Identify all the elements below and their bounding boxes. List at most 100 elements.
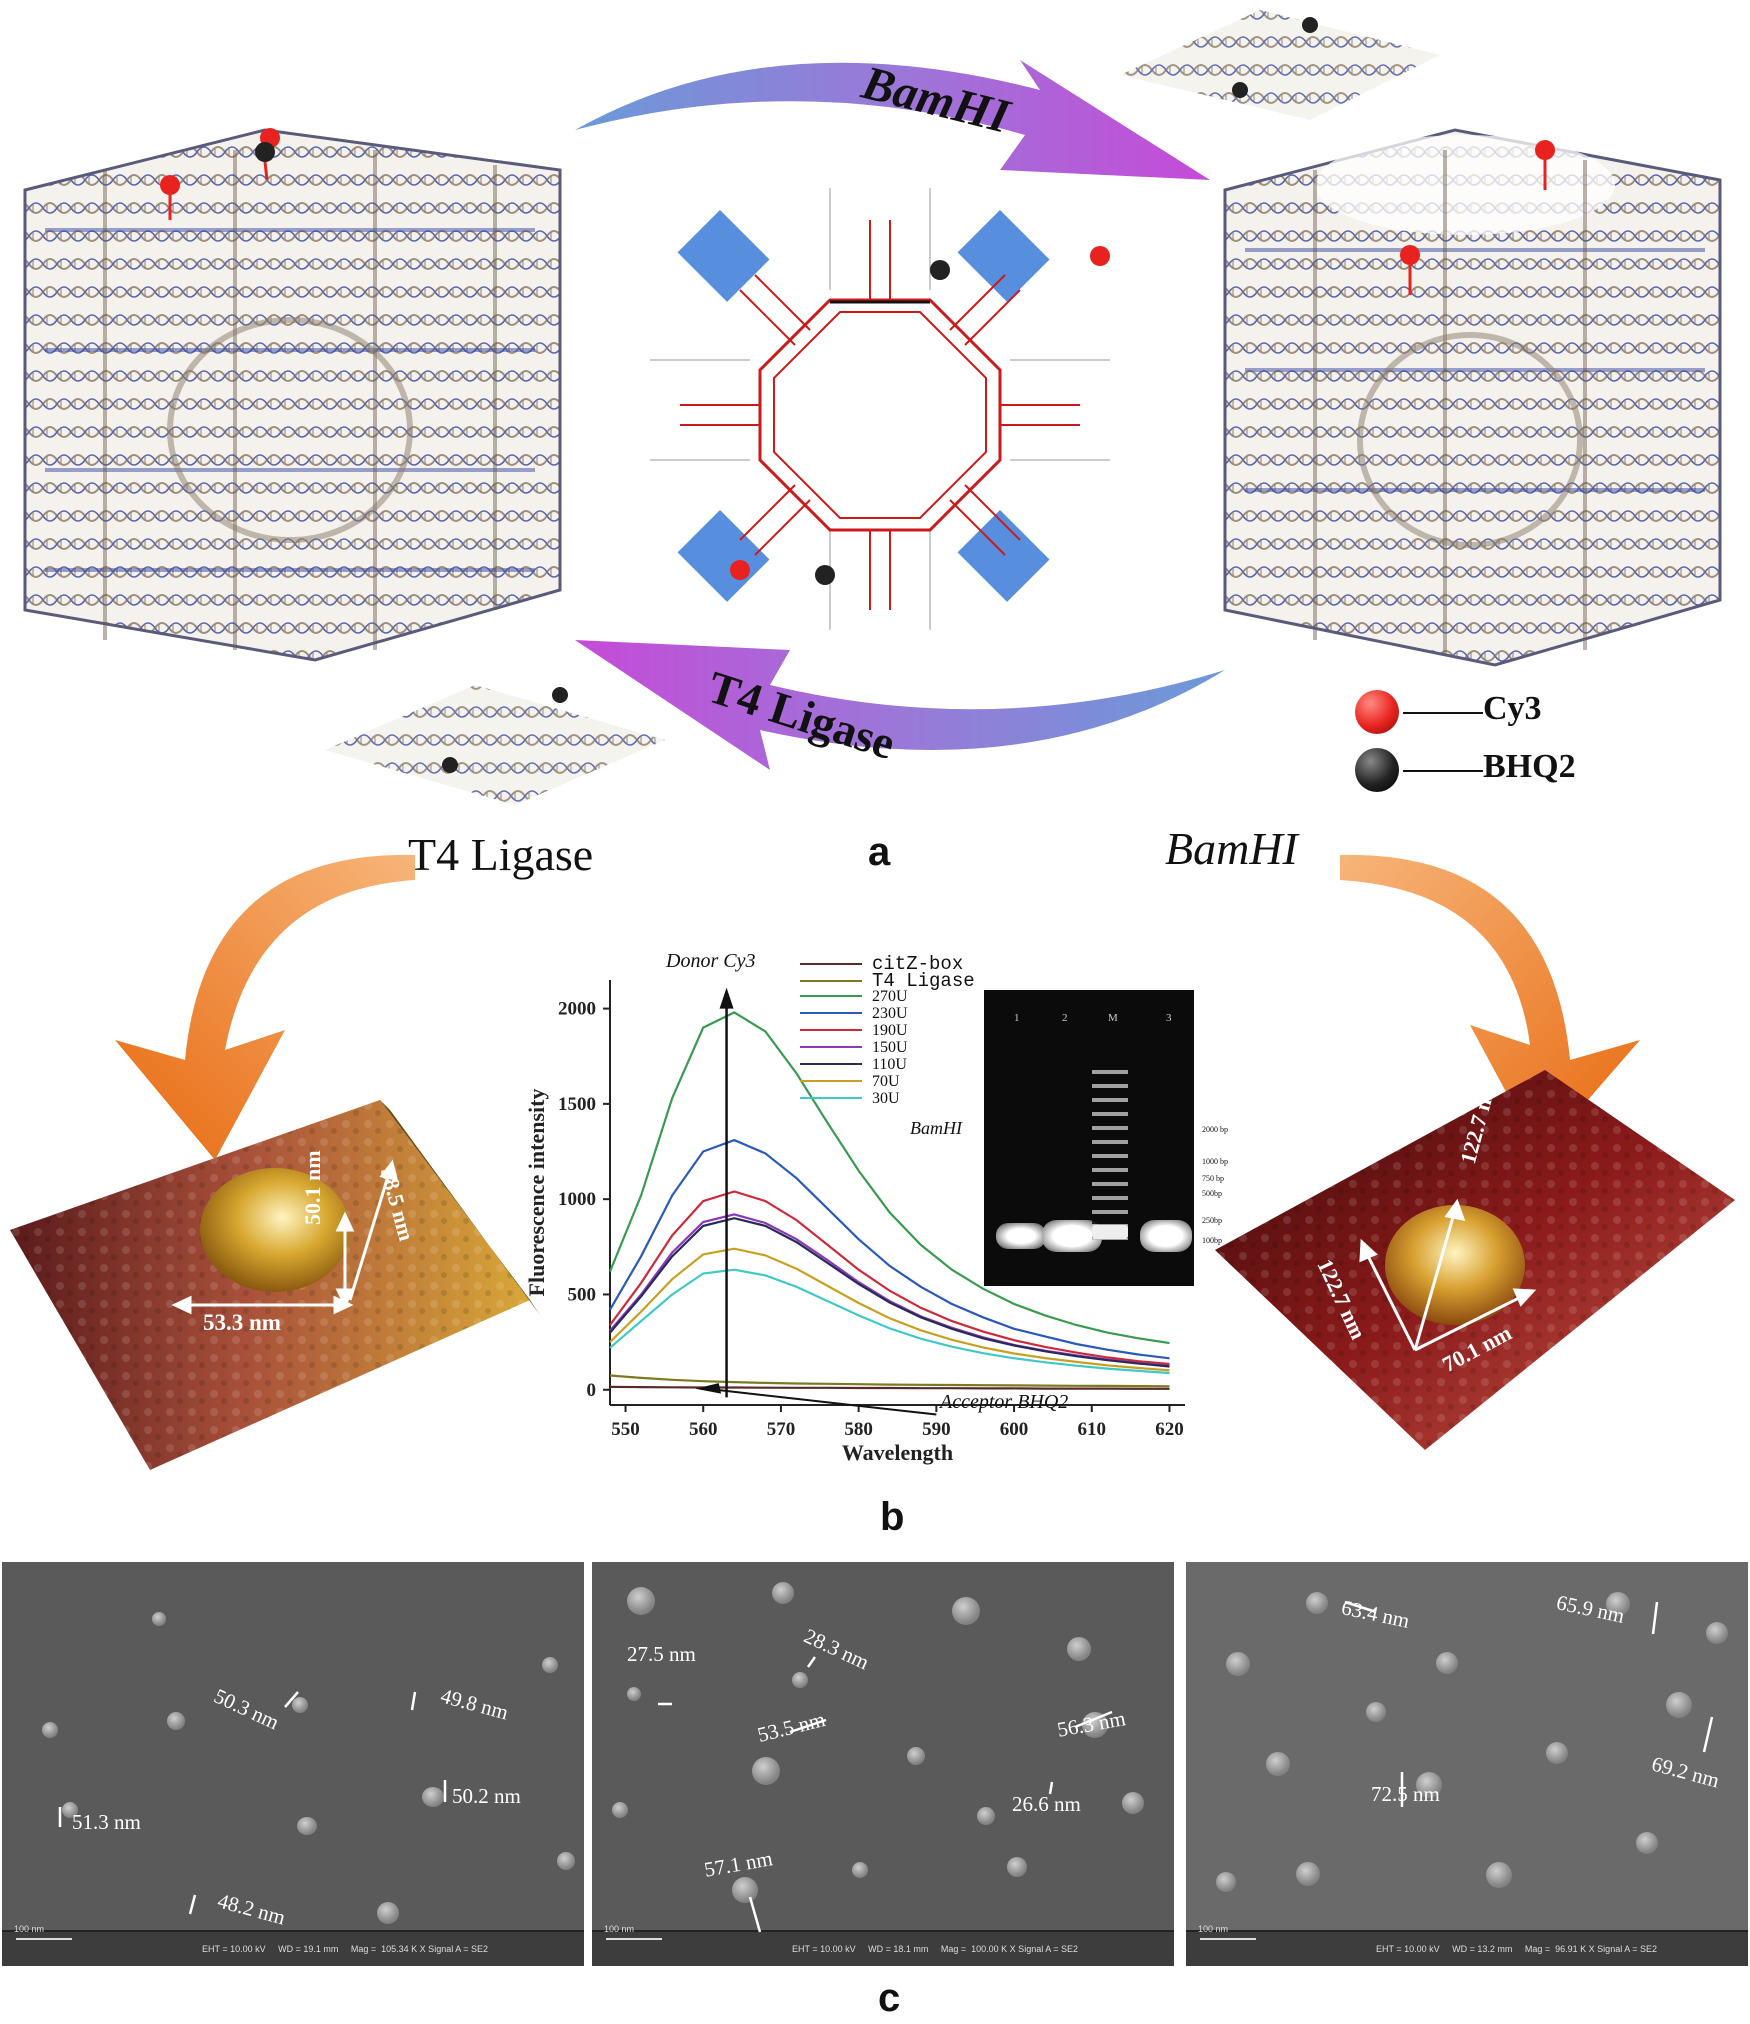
- octagon-schematic: [650, 188, 1110, 630]
- sem-measurement: 72.5 nm: [1371, 1782, 1440, 1806]
- legend-swatch: [800, 1063, 862, 1066]
- legend-label: 70U: [872, 1073, 900, 1090]
- series-line-230u: [609, 1138, 1170, 1360]
- y-tick-label: 2000: [558, 999, 596, 1020]
- afm-left-height: 50.1 nm: [300, 1150, 325, 1225]
- gel-marker: 500bp: [1202, 1189, 1222, 1198]
- legend-entry: 270U: [800, 987, 908, 1007]
- fluorescence-chart: 550 560 570 580 590 600 610 620 0 500 1000 1500 2000…: [524, 980, 1185, 1465]
- sem-measurement: 51.3 nm: [72, 1810, 141, 1834]
- gel-marker: 250bp: [1202, 1216, 1222, 1225]
- legend-cy3-label: Cy3: [1483, 690, 1542, 727]
- legend-cy3-dot: [1355, 690, 1399, 734]
- legend-entry: 30U: [800, 1089, 900, 1109]
- panel-c-letter: c: [878, 1976, 901, 2020]
- x-tick-label: 620: [1155, 1419, 1184, 1440]
- bamhi-arrow: [575, 60, 1210, 180]
- sem-info-bar: 100 nm EHT = 10.00 kV WD = 13.2 mm Mag =…: [1186, 1924, 1748, 1966]
- panel-a-letter: a: [868, 830, 891, 874]
- legend-cy3-line: [1403, 712, 1483, 714]
- acceptor-arrow-head: [695, 1383, 722, 1394]
- x-axis-label: Wavelength: [842, 1440, 953, 1465]
- legend-label: 190U: [872, 1022, 908, 1039]
- series-line-70u: [609, 1247, 1170, 1372]
- legend-swatch: [800, 963, 862, 966]
- legend-entry: 110U: [800, 1055, 907, 1075]
- released-fragment-bottom: [325, 685, 665, 805]
- x-tick-label: 590: [922, 1419, 951, 1440]
- series-line-citz-box: [609, 1385, 1170, 1390]
- sem-info-bar: 100 nm EHT = 10.00 kV WD = 19.1 mm Mag =…: [2, 1924, 584, 1966]
- x-tick-label: 570: [767, 1419, 796, 1440]
- legend-suffix: BamHI: [910, 1118, 962, 1138]
- y-axis-label: Fluorescence intensity: [524, 1089, 549, 1297]
- bhq2-marker: [255, 142, 275, 162]
- gel-lane-label: M: [1108, 1012, 1118, 1024]
- marker-legend: Cy3 BHQ2: [1355, 690, 1685, 800]
- legend-swatch: [800, 1080, 862, 1083]
- legend-bhq2-label: BHQ2: [1483, 748, 1576, 785]
- legend-swatch: [800, 995, 862, 998]
- afm-image-right: [1215, 1070, 1735, 1450]
- series-line-110u: [609, 1217, 1170, 1368]
- cy3-marker: [1535, 140, 1555, 160]
- sem-scale-bar: 100 nm: [604, 1924, 635, 1934]
- y-tick-label: 500: [568, 1284, 597, 1305]
- acceptor-label: Acceptor BHQ2: [940, 1391, 1069, 1413]
- y-tick-label: 1000: [558, 1189, 596, 1210]
- legend-swatch: [800, 1046, 862, 1049]
- legend-swatch: [800, 1029, 862, 1032]
- sem-measurement: 27.5 nm: [627, 1642, 696, 1666]
- series-line-t4-ligase: [609, 1374, 1170, 1388]
- legend-swatch: [800, 1012, 862, 1015]
- afm-image-left: [10, 1100, 540, 1470]
- acceptor-arrow: [707, 1387, 937, 1416]
- dna-cage-cleaved: [1223, 128, 1722, 667]
- gel-lane-label: 1: [1014, 1012, 1020, 1024]
- legend-label: 110U: [872, 1056, 907, 1073]
- afm-left-width: 53.3 nm: [203, 1310, 281, 1335]
- orange-arrow-right: [1340, 854, 1640, 1155]
- gel-band: [996, 1223, 1046, 1249]
- t4-ligase-arrow: [575, 640, 1225, 770]
- sem-measurement: 50.2 nm: [452, 1784, 521, 1808]
- series-line-30u: [609, 1268, 1170, 1375]
- right-enzyme-label: BamHI: [1165, 823, 1298, 874]
- legend-label: citZ-box: [872, 953, 964, 975]
- legend-label: T4 Ligase: [872, 970, 975, 992]
- y-tick-label: 0: [587, 1380, 597, 1401]
- legend-label: 150U: [872, 1039, 908, 1056]
- gel-marker: 1000 bp: [1202, 1157, 1228, 1166]
- gel-ladder: [1092, 1060, 1128, 1240]
- released-fragment-top: [1120, 10, 1440, 120]
- panel-a: BamHI T4 Ligase: [0, 0, 1750, 880]
- dna-cage-assembled: [23, 128, 562, 662]
- x-tick-label: 560: [689, 1419, 718, 1440]
- x-tick-label: 550: [611, 1419, 640, 1440]
- x-tick-label: 580: [844, 1419, 873, 1440]
- gel-band: [1140, 1220, 1192, 1252]
- cy3-marker: [160, 175, 180, 195]
- legend-entry: T4 Ligase: [800, 970, 975, 992]
- orange-arrow-left: [115, 854, 415, 1160]
- sem-image-1: 49.8 nm 50.3 nm 50.2 nm 51.3 nm 48.2 nm …: [2, 1562, 584, 1966]
- sem-info-text: EHT = 10.00 kV WD = 18.1 mm Mag = 100.00…: [792, 1944, 1078, 1954]
- gel-marker: 750 bp: [1202, 1174, 1224, 1183]
- legend-entry: 150U: [800, 1038, 908, 1058]
- sem-scale-bar: 100 nm: [14, 1924, 45, 1934]
- sem-image-2: 27.5 nm 28.3 nm 53.5 nm 56.3 nm 26.6 nm …: [592, 1562, 1174, 1966]
- legend-entry: 190U: [800, 1021, 908, 1041]
- sem-measurement: 26.6 nm: [1012, 1792, 1081, 1816]
- legend-entry: 70U: [800, 1072, 900, 1092]
- gel-lane-label: 3: [1166, 1012, 1172, 1024]
- legend-label: 30U: [872, 1090, 900, 1107]
- gel-marker: 100bp: [1202, 1236, 1222, 1245]
- sem-info-bar: 100 nm EHT = 10.00 kV WD = 18.1 mm Mag =…: [592, 1924, 1174, 1966]
- legend-label: 230U: [872, 1005, 908, 1022]
- x-tick-label: 610: [1078, 1419, 1107, 1440]
- series-line-190u: [609, 1190, 1170, 1366]
- cy3-marker: [1400, 245, 1420, 265]
- legend-entry: 230U: [800, 1004, 908, 1024]
- gel-lane-label: 2: [1062, 1012, 1068, 1024]
- sem-info-text: EHT = 10.00 kV WD = 13.2 mm Mag = 96.91 …: [1376, 1944, 1657, 1954]
